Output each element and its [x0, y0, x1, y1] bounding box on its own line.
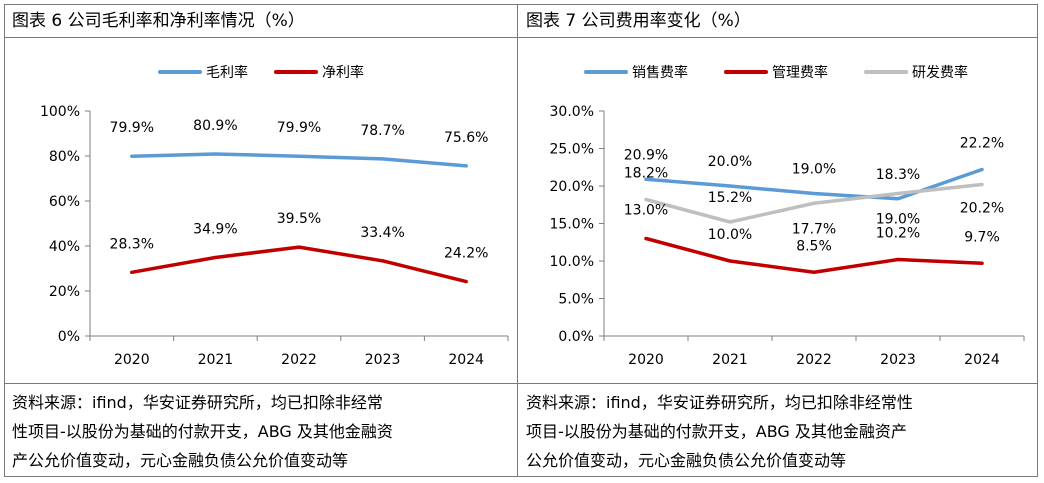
legend-label: 毛利率: [206, 64, 248, 81]
data-label: 13.0%: [624, 203, 668, 219]
data-label: 19.0%: [792, 162, 836, 178]
legend-label: 研发费率: [912, 64, 968, 81]
data-label: 20.2%: [960, 201, 1004, 217]
data-label: 80.9%: [193, 118, 237, 134]
data-label: 28.3%: [110, 236, 154, 252]
data-label: 20.9%: [624, 147, 668, 163]
source-note: 资料来源：ifind，华安证券研究所，均已扣除非经常性 项目-以股份为基础的付款…: [518, 383, 1038, 477]
data-label: 78.7%: [360, 123, 404, 139]
x-tick-label: 2021: [712, 352, 748, 368]
x-tick-label: 2024: [448, 352, 484, 368]
data-label: 15.2%: [708, 190, 752, 206]
x-tick-label: 2023: [880, 352, 916, 368]
source-line: 项目-以股份为基础的付款开支，ABG 及其他金融资产: [526, 422, 907, 441]
y-tick-label: 0.0%: [558, 329, 594, 345]
margin-line-chart: 毛利率 净利率 0% 20% 40% 60% 80% 100% 2020 2021 2022 2023…: [40, 64, 509, 368]
y-tick-label: 60%: [49, 194, 80, 210]
source-line: 公允价值变动，元心金融负债公允价值变动等: [526, 451, 847, 470]
y-tick-label: 30.0%: [550, 104, 594, 120]
y-tick-label: 25.0%: [550, 142, 594, 158]
data-label: 39.5%: [277, 211, 321, 227]
data-label: 10.2%: [876, 226, 920, 242]
y-tick-label: 40%: [49, 239, 80, 255]
data-label: 19.0%: [876, 212, 920, 228]
chart-panel-margins: 图表 6 公司毛利率和净利率情况（%） 毛利率 净利率 0% 20% 40% 60% 80%…: [4, 4, 518, 477]
legend-label: 销售费率: [632, 64, 688, 81]
source-line: 资料来源：ifind，华安证券研究所，均已扣除非经常性: [526, 393, 913, 412]
data-label: 79.9%: [110, 120, 154, 136]
y-tick-label: 15.0%: [550, 217, 594, 233]
chart-title: 图表 7 公司费用率变化（%）: [518, 4, 1038, 38]
y-tick-label: 5.0%: [558, 292, 594, 308]
series-line: [130, 245, 468, 284]
source-line: 性项目-以股份为基础的付款开支，ABG 及其他金融资: [12, 422, 393, 441]
data-label: 79.9%: [277, 120, 321, 136]
data-label: 33.4%: [360, 225, 404, 241]
x-tick-label: 2020: [628, 352, 664, 368]
data-label: 18.2%: [624, 166, 668, 182]
data-label: 24.2%: [444, 246, 488, 262]
chart-panel-expenses: 图表 7 公司费用率变化（%） 销售费率 管理费率 研发费率 0.0% 5.0% 10.0…: [518, 4, 1038, 477]
data-label: 9.7%: [964, 229, 1000, 245]
chart-title: 图表 6 公司毛利率和净利率情况（%）: [4, 4, 518, 38]
series-line: [644, 236, 984, 274]
y-tick-label: 80%: [49, 149, 80, 165]
y-tick-label: 20%: [49, 284, 80, 300]
x-tick-label: 2023: [365, 352, 401, 368]
data-label: 18.3%: [876, 167, 920, 183]
source-note: 资料来源：ifind，华安证券研究所，均已扣除非经常 性项目-以股份为基础的付款…: [4, 383, 518, 477]
y-tick-label: 20.0%: [550, 179, 594, 195]
chart-area: 销售费率 管理费率 研发费率 0.0% 5.0% 10.0% 15.0% 20.0% 25.0%…: [518, 38, 1038, 383]
x-tick-label: 2022: [281, 352, 317, 368]
chart-area: 毛利率 净利率 0% 20% 40% 60% 80% 100% 2020 2021 2022 2023…: [4, 38, 518, 383]
data-label: 75.6%: [444, 130, 488, 146]
data-label: 20.0%: [708, 154, 752, 170]
figure-frame: [4, 4, 1038, 477]
x-tick-label: 2022: [796, 352, 832, 368]
series-line: [644, 182, 984, 224]
x-tick-label: 2021: [198, 352, 234, 368]
legend-label: 净利率: [322, 64, 364, 81]
data-label: 8.5%: [796, 238, 832, 254]
series-line: [130, 152, 468, 168]
y-tick-label: 10.0%: [550, 254, 594, 270]
source-line: 产公允价值变动，元心金融负债公允价值变动等: [12, 451, 349, 470]
x-tick-label: 2024: [964, 352, 1000, 368]
y-tick-label: 0%: [58, 329, 80, 345]
panel-divider: [517, 4, 518, 477]
data-label: 22.2%: [960, 136, 1004, 152]
x-tick-label: 2020: [114, 352, 150, 368]
legend-label: 管理费率: [772, 64, 828, 81]
data-label: 34.9%: [193, 221, 237, 237]
data-label: 10.0%: [708, 227, 752, 243]
expense-line-chart: 销售费率 管理费率 研发费率 0.0% 5.0% 10.0% 15.0% 20.0% 25.0%…: [550, 64, 1025, 368]
source-line: 资料来源：ifind，华安证券研究所，均已扣除非经常: [12, 393, 383, 412]
y-tick-label: 100%: [40, 104, 80, 120]
data-label: 17.7%: [792, 221, 836, 237]
